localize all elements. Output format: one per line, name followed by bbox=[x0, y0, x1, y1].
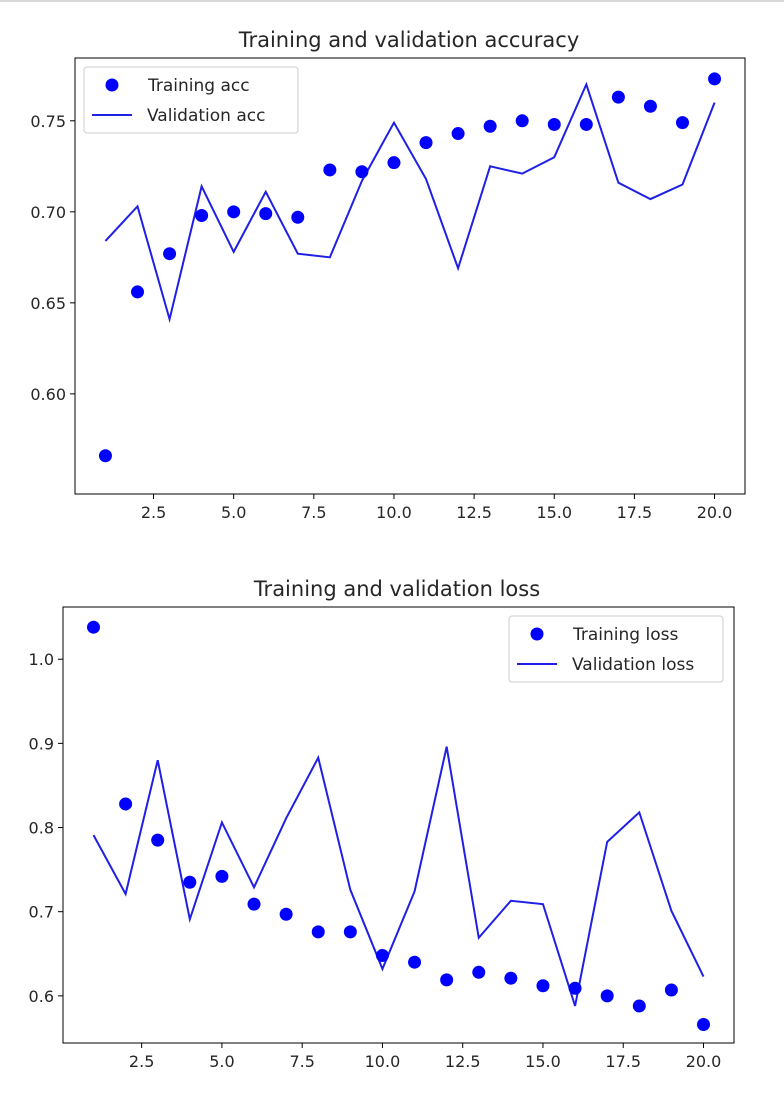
training-point bbox=[504, 971, 518, 985]
x-tick-label: 20.0 bbox=[697, 503, 733, 522]
x-tick-label: 17.5 bbox=[617, 503, 653, 522]
x-tick-label: 12.5 bbox=[456, 503, 492, 522]
training-point bbox=[643, 99, 657, 113]
training-point bbox=[675, 116, 689, 130]
chart-title: Training and validation accuracy bbox=[238, 28, 580, 52]
x-tick-label: 5.0 bbox=[221, 503, 246, 522]
x-tick-label: 5.0 bbox=[209, 1052, 234, 1071]
x-axis-ticks: 2.5 5.0 7.5 10.0 12.5 15.0 17.5 20.0 bbox=[141, 494, 733, 522]
top-divider bbox=[0, 0, 784, 2]
x-tick-label: 12.5 bbox=[445, 1052, 481, 1071]
training-loss-points bbox=[87, 620, 710, 1031]
plot-frame bbox=[62, 606, 735, 1044]
training-point bbox=[664, 983, 678, 997]
x-tick-label: 10.0 bbox=[365, 1052, 401, 1071]
y-tick-label: 0.75 bbox=[30, 112, 66, 131]
x-tick-label: 2.5 bbox=[141, 503, 166, 522]
training-point bbox=[195, 208, 209, 222]
legend: Training acc Validation acc bbox=[83, 66, 299, 134]
training-point bbox=[279, 907, 293, 921]
training-point bbox=[291, 210, 305, 224]
legend-box bbox=[83, 66, 299, 134]
training-point bbox=[98, 449, 112, 463]
training-point bbox=[697, 1017, 710, 1031]
training-point bbox=[259, 207, 273, 221]
training-point bbox=[611, 90, 625, 104]
legend-box bbox=[508, 615, 724, 683]
x-axis-ticks: 2.5 5.0 7.5 10.0 12.5 15.0 17.5 20.0 bbox=[129, 1043, 721, 1071]
training-point bbox=[87, 620, 100, 634]
y-tick-label: 0.9 bbox=[29, 734, 54, 753]
legend-label-training: Training acc bbox=[147, 76, 250, 96]
y-tick-label: 0.60 bbox=[30, 385, 66, 404]
training-acc-points bbox=[98, 72, 722, 463]
validation-acc-line bbox=[104, 81, 716, 324]
validation-line bbox=[92, 746, 705, 1007]
training-point bbox=[568, 981, 582, 995]
y-tick-label: 0.8 bbox=[29, 819, 54, 838]
x-tick-label: 7.5 bbox=[301, 503, 326, 522]
training-point bbox=[375, 948, 389, 962]
y-tick-label: 0.7 bbox=[29, 903, 54, 922]
validation-line bbox=[104, 81, 716, 324]
training-point bbox=[151, 833, 165, 847]
legend-marker-training bbox=[105, 78, 119, 92]
legend: Training loss Validation loss bbox=[508, 615, 724, 683]
training-point bbox=[419, 136, 433, 150]
training-point bbox=[247, 897, 261, 911]
training-point bbox=[183, 875, 197, 889]
training-point bbox=[515, 114, 529, 128]
training-point bbox=[632, 999, 646, 1013]
x-tick-label: 20.0 bbox=[686, 1052, 722, 1071]
x-tick-label: 7.5 bbox=[289, 1052, 314, 1071]
plot-frame bbox=[74, 57, 746, 495]
training-point bbox=[355, 165, 369, 179]
accuracy-chart: Training and validation accuracy 2.5 5.0 7… bbox=[30, 28, 746, 522]
training-point bbox=[579, 117, 593, 131]
training-point bbox=[472, 965, 486, 979]
y-tick-label: 0.6 bbox=[29, 987, 54, 1006]
training-point bbox=[483, 119, 497, 133]
x-tick-label: 15.0 bbox=[536, 503, 572, 522]
x-tick-label: 15.0 bbox=[525, 1052, 561, 1071]
x-tick-label: 10.0 bbox=[376, 503, 412, 522]
legend-label-validation: Validation loss bbox=[572, 655, 694, 675]
legend-marker-training bbox=[530, 627, 544, 641]
y-tick-label: 1.0 bbox=[29, 650, 54, 669]
validation-loss-line bbox=[92, 746, 705, 1007]
training-point bbox=[323, 163, 337, 177]
training-point bbox=[227, 205, 241, 219]
training-point bbox=[600, 989, 614, 1003]
training-point bbox=[536, 979, 550, 993]
y-tick-label: 0.65 bbox=[30, 294, 66, 313]
x-tick-label: 2.5 bbox=[129, 1052, 154, 1071]
training-point bbox=[215, 869, 229, 883]
legend-label-training: Training loss bbox=[572, 625, 678, 645]
training-point bbox=[387, 156, 401, 170]
training-point bbox=[451, 127, 465, 141]
training-point bbox=[131, 285, 145, 299]
chart-title: Training and validation loss bbox=[253, 577, 540, 601]
training-point bbox=[343, 925, 357, 939]
training-point bbox=[311, 925, 325, 939]
x-tick-label: 17.5 bbox=[605, 1052, 641, 1071]
training-point bbox=[440, 973, 454, 987]
y-axis-ticks: 0.6 0.7 0.8 0.9 1.0 bbox=[29, 650, 63, 1006]
training-point bbox=[119, 797, 133, 811]
legend-label-validation: Validation acc bbox=[147, 106, 265, 126]
training-point bbox=[547, 117, 561, 131]
y-axis-ticks: 0.60 0.65 0.70 0.75 bbox=[30, 112, 75, 404]
y-tick-label: 0.70 bbox=[30, 203, 66, 222]
training-point bbox=[408, 955, 422, 969]
training-point bbox=[163, 247, 177, 261]
training-point bbox=[708, 72, 722, 86]
